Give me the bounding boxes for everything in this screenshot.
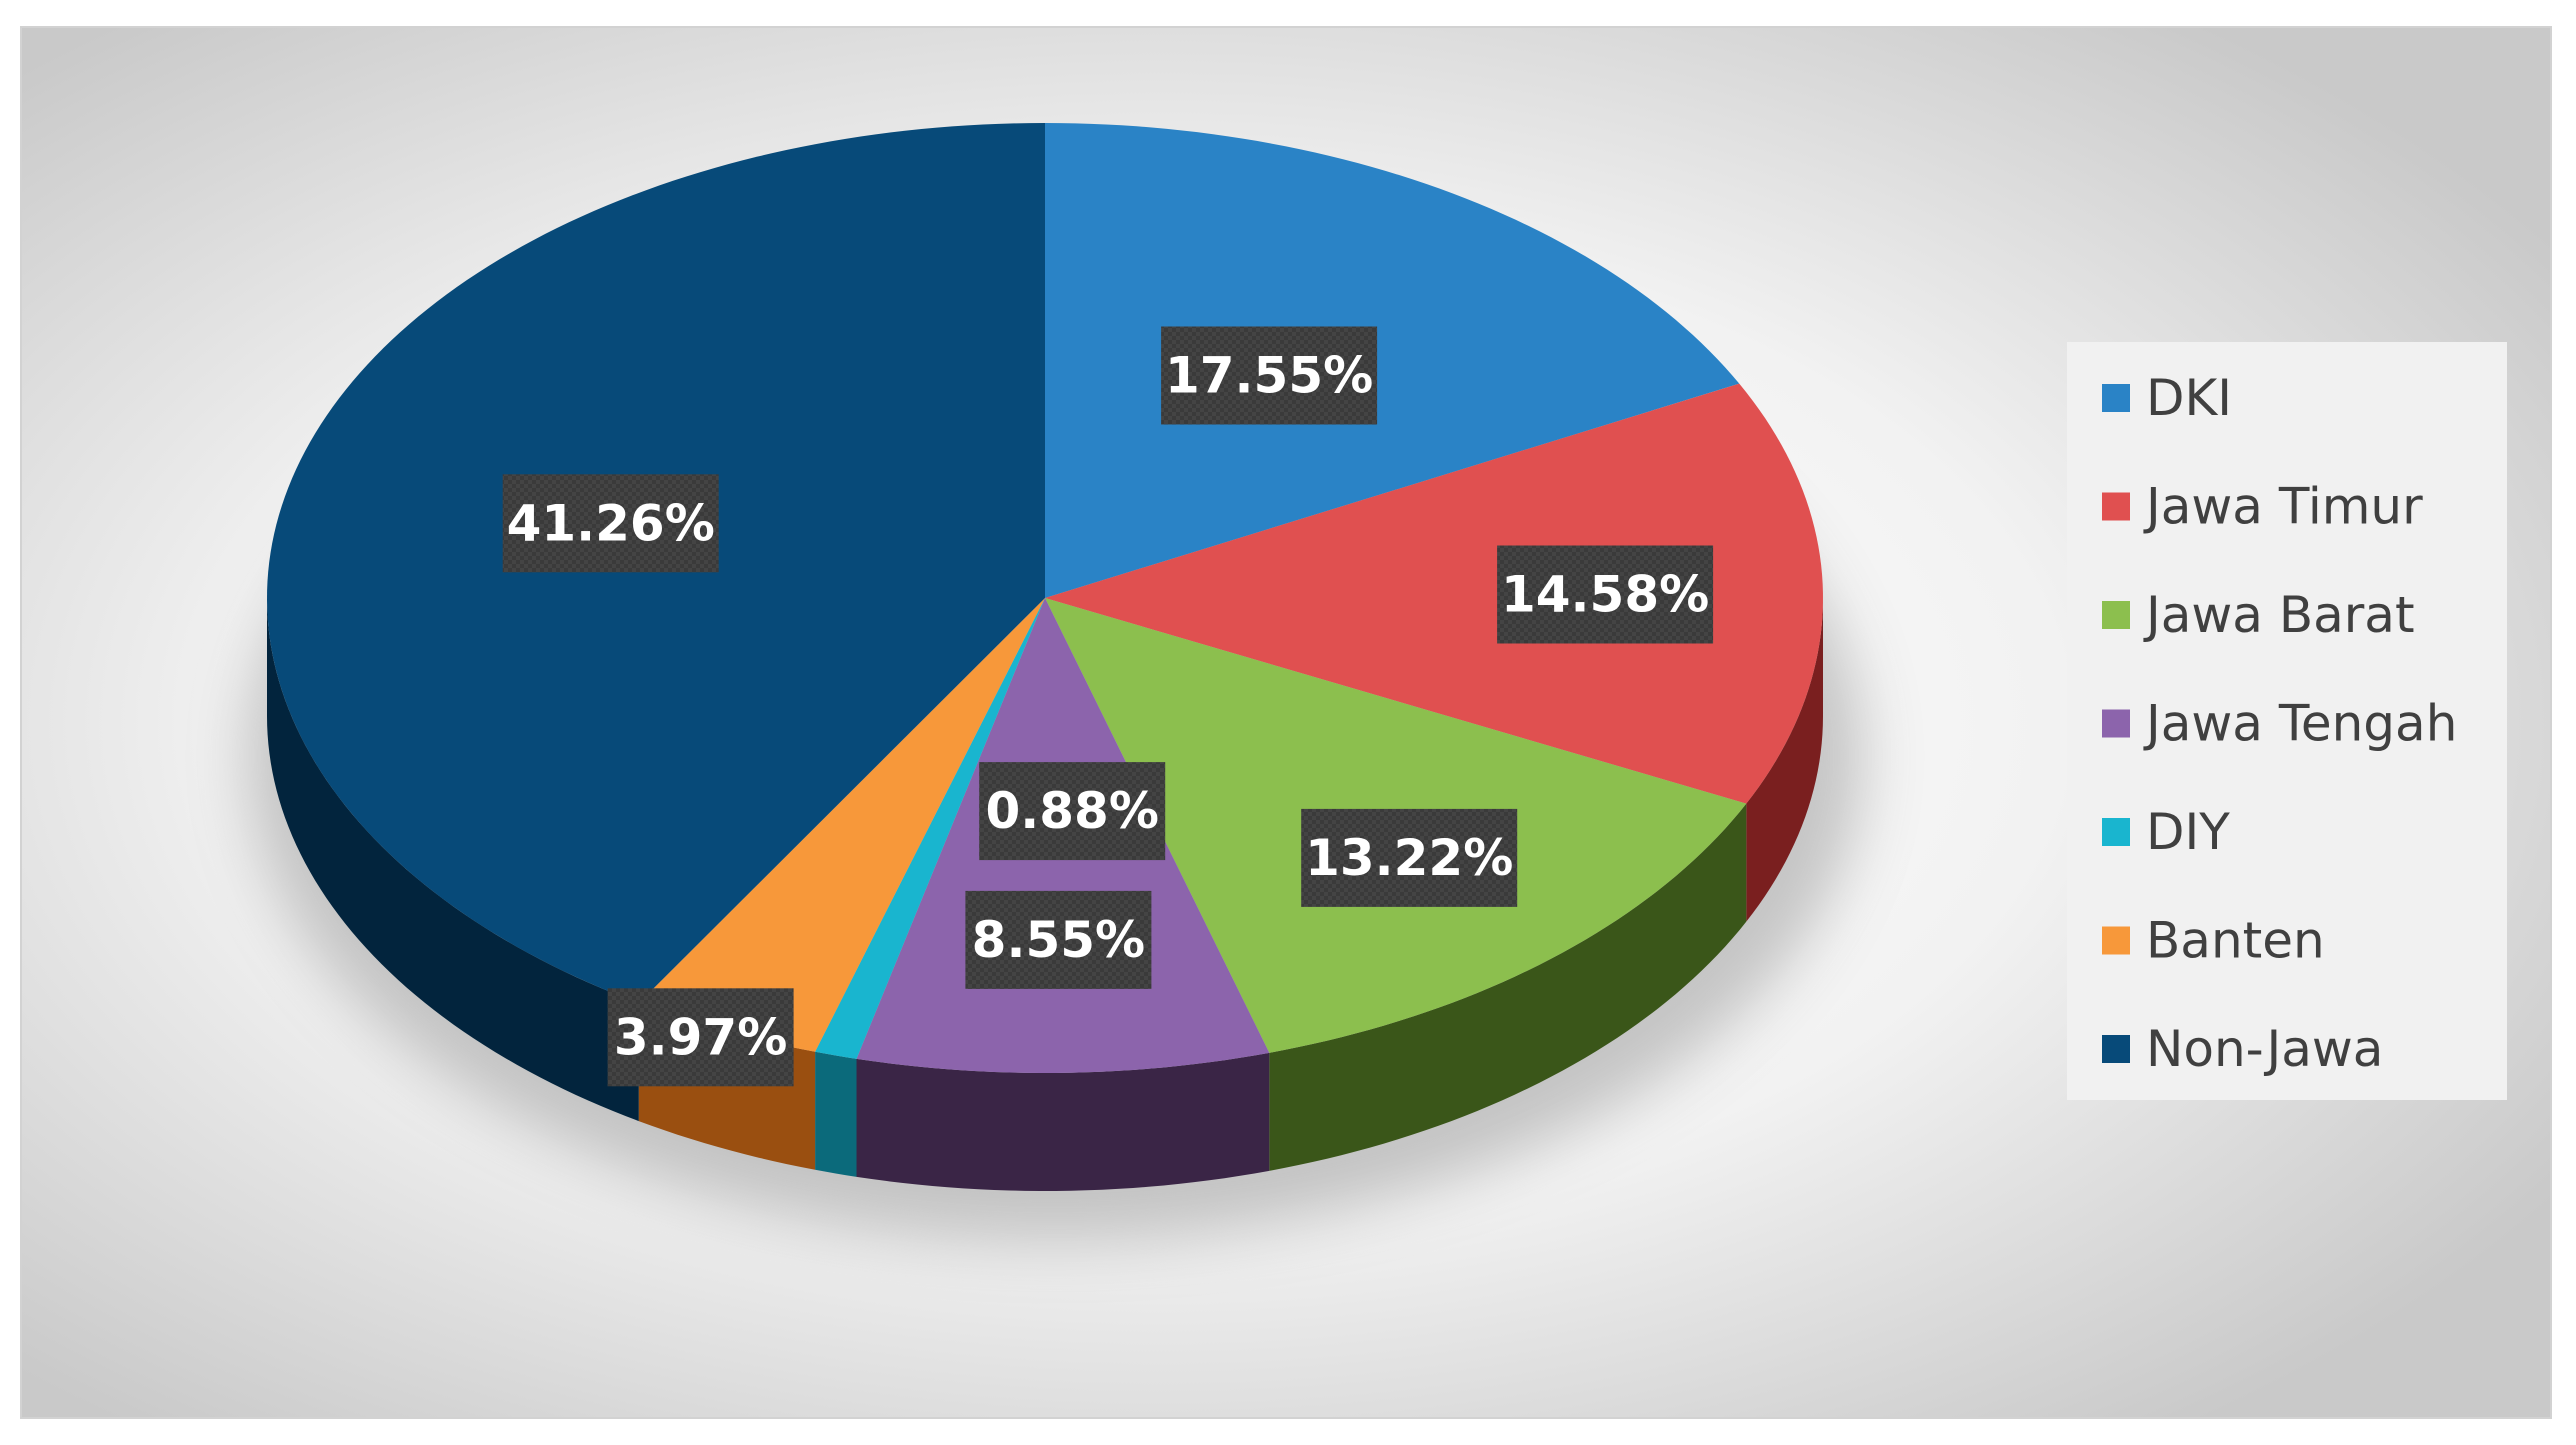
data-label-text-jawa-timur: 14.58% <box>1501 566 1709 624</box>
pie-slice-dki[interactable] <box>1045 123 1740 598</box>
legend-item-diy[interactable]: DIY <box>2102 803 2230 861</box>
legend-swatch-jawa-timur <box>2102 492 2130 521</box>
data-label-box-jawa-timur <box>1497 545 1714 644</box>
data-label-text-jawa-tengah: 8.55% <box>972 911 1145 969</box>
pie-data-labels: 17.55% 14.58% 13.22% 8.55% 0.88% 3.97% 41.26% <box>502 326 1714 1087</box>
pie-side-jawa-timur <box>1746 598 1823 922</box>
data-label-dki: 17.55% <box>1161 326 1378 425</box>
legend-label-diy: DIY <box>2146 803 2230 861</box>
legend-item-banten[interactable]: Banten <box>2102 912 2325 970</box>
pie-side-non-jawa <box>267 598 639 1122</box>
pie-slice-banten[interactable] <box>638 598 1045 1052</box>
data-label-jawa-timur: 14.58% <box>1497 545 1714 644</box>
data-label-text-banten: 3.97% <box>614 1008 787 1066</box>
data-label-box-jawa-tengah <box>965 890 1152 989</box>
data-label-banten: 3.97% <box>607 988 794 1087</box>
legend-item-jawa-timur[interactable]: Jawa Timur <box>2102 478 2423 536</box>
data-label-box-diy <box>979 762 1166 861</box>
legend-swatch-jawa-barat <box>2102 601 2130 629</box>
data-label-box-non-jawa <box>502 474 719 573</box>
data-label-text-jawa-barat: 13.22% <box>1305 829 1513 887</box>
legend-item-jawa-barat[interactable]: Jawa Barat <box>2102 586 2415 644</box>
data-label-non-jawa: 41.26% <box>502 474 719 573</box>
data-label-diy: 0.88% <box>979 762 1166 861</box>
data-label-jawa-tengah: 8.55% <box>965 890 1152 989</box>
legend-label-dki: DKI <box>2146 369 2232 427</box>
data-label-text-diy: 0.88% <box>985 782 1158 840</box>
legend-swatch-dki <box>2102 384 2130 412</box>
legend-swatch-diy <box>2102 818 2130 846</box>
pie-slice-jawa-timur[interactable] <box>1045 383 1823 804</box>
data-label-box-banten <box>607 988 794 1087</box>
legend-box <box>2067 342 2507 1100</box>
data-label-jawa-barat: 13.22% <box>1301 808 1518 907</box>
legend-label-jawa-timur: Jawa Timur <box>2143 478 2423 536</box>
legend-swatch-banten <box>2102 926 2130 955</box>
legend-label-jawa-barat: Jawa Barat <box>2143 586 2415 644</box>
legend-label-non-jawa: Non-Jawa <box>2146 1020 2383 1078</box>
pie-slice-diy[interactable] <box>815 598 1045 1059</box>
legend-item-non-jawa[interactable]: Non-Jawa <box>2102 1020 2383 1078</box>
data-label-box-dki <box>1161 326 1378 425</box>
data-label-text-non-jawa: 41.26% <box>507 494 715 552</box>
data-label-text-dki: 17.55% <box>1165 347 1373 405</box>
legend-swatch-jawa-tengah <box>2102 709 2130 738</box>
legend-label-jawa-tengah: Jawa Tengah <box>2143 695 2457 753</box>
pie-side-jawa-barat <box>1269 803 1747 1171</box>
chart-frame <box>20 26 2552 1419</box>
legend-item-jawa-tengah[interactable]: Jawa Tengah <box>2102 695 2457 753</box>
legend-label-banten: Banten <box>2146 912 2325 970</box>
pie-side-diy <box>815 1051 857 1177</box>
legend-item-dki[interactable]: DKI <box>2102 369 2232 427</box>
pie-side-jawa-tengah <box>856 1052 1270 1191</box>
legend: DKI Jawa Timur Jawa Barat Jawa Tengah DIY Ban… <box>2067 342 2507 1100</box>
legend-swatch-non-jawa <box>2102 1035 2130 1063</box>
data-label-box-jawa-barat <box>1301 808 1518 907</box>
